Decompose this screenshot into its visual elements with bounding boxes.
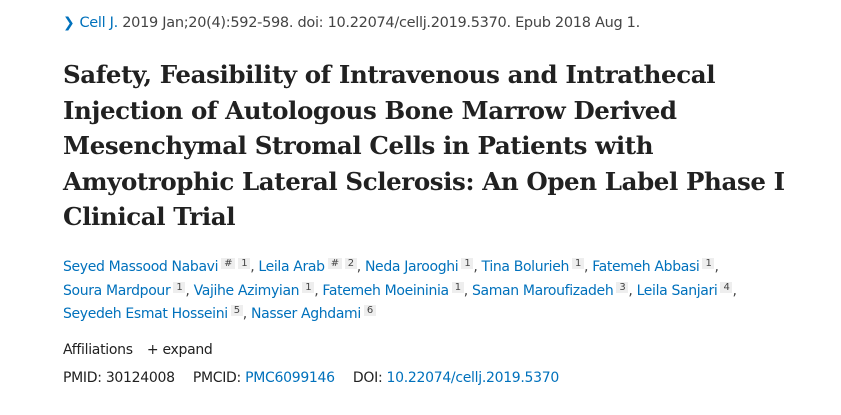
affiliation-marker[interactable]: 1 [173,281,186,293]
affiliation-marker[interactable]: 1 [461,258,474,269]
title-line: Injection of Autologous Bone Marrow Deri… [63,95,677,125]
author-link[interactable]: Seyed Massood Nabavi [63,259,219,275]
citation-details: 2019 Jan;20(4):592-598. doi: 10.22074/ce… [122,15,640,31]
author-link[interactable]: Leila Sanjari [636,282,718,299]
affiliation-marker[interactable]: 1 [571,258,584,269]
author-line: Seyed Massood Nabavi #1, Leila Arab #2, Ne… [63,258,719,275]
affiliation-marker[interactable]: # [327,258,342,269]
doi-label: DOI: [352,370,383,386]
author-link[interactable]: Nasser Aghdami [250,306,361,322]
author-line: Seyedeh Esmat Hosseini 5, Nasser Aghdami 6 [63,303,737,327]
affiliation-marker[interactable]: 1 [238,258,251,269]
affiliation-marker[interactable]: 1 [451,281,464,293]
journal-link[interactable]: Cell J. [79,15,118,31]
author-link[interactable]: Neda Jarooghi [364,259,459,275]
pmcid-label: PMCID: [192,370,241,386]
affiliation-marker[interactable]: 1 [302,281,315,293]
chevron-right-icon[interactable]: ❯ [63,15,75,31]
title-line: Mesenchymal Stromal Cells in Patients wi… [63,131,654,160]
title-line: Safety, Feasibility of Intravenous and I… [63,60,716,89]
author-link[interactable]: Saman Maroufizadeh [471,282,614,299]
affiliations-label: Affiliations [63,342,133,358]
author-link[interactable]: Fatemeh Abbasi [592,259,700,275]
author-link[interactable]: Fatemeh Moeininia [322,282,449,299]
expand-affiliations-button[interactable]: + expand [146,342,213,358]
author-link[interactable]: Leila Arab [258,259,325,275]
affiliation-marker[interactable]: 1 [702,258,715,269]
title-line: Clinical Trial [63,202,236,231]
affiliation-marker[interactable]: 2 [344,258,357,269]
affiliation-marker[interactable]: 4 [720,281,733,293]
author-link[interactable]: Tina Bolurieh [481,259,570,275]
doi-link[interactable]: 10.22074/cellj.2019.5370 [386,370,560,386]
author-link[interactable]: Seyedeh Esmat Hosseini [63,306,228,322]
pmid-value: 30124008 [105,370,175,386]
pmid-label: PMID: [63,370,102,386]
pmcid-link[interactable]: PMC6099146 [245,370,335,386]
affiliation-marker[interactable]: 6 [363,305,376,316]
affiliation-marker[interactable]: 3 [616,281,629,293]
author-link[interactable]: Vajihe Azimyian [193,282,300,299]
affiliations: Affiliations + expand [63,342,213,358]
title-line: Amyotrophic Lateral Sclerosis: An Open L… [63,166,785,196]
affiliation-marker[interactable]: 5 [230,305,243,316]
author-line: Soura Mardpour 1, Vajihe Azimyian 1, Fatem… [63,281,737,299]
identifiers: PMID: 30124008 PMCID: PMC6099146 DOI: 10… [63,370,559,386]
article-title: Safety, Feasibility of Intravenous and I… [63,57,785,235]
author-list: Seyed Massood Nabavi #1, Leila Arab #2, Ne… [63,256,737,327]
citation: ❯ Cell J. 2019 Jan;20(4):592-598. doi: 10… [63,15,640,31]
affiliation-marker[interactable]: # [221,258,236,269]
author-link[interactable]: Soura Mardpour [63,282,171,299]
